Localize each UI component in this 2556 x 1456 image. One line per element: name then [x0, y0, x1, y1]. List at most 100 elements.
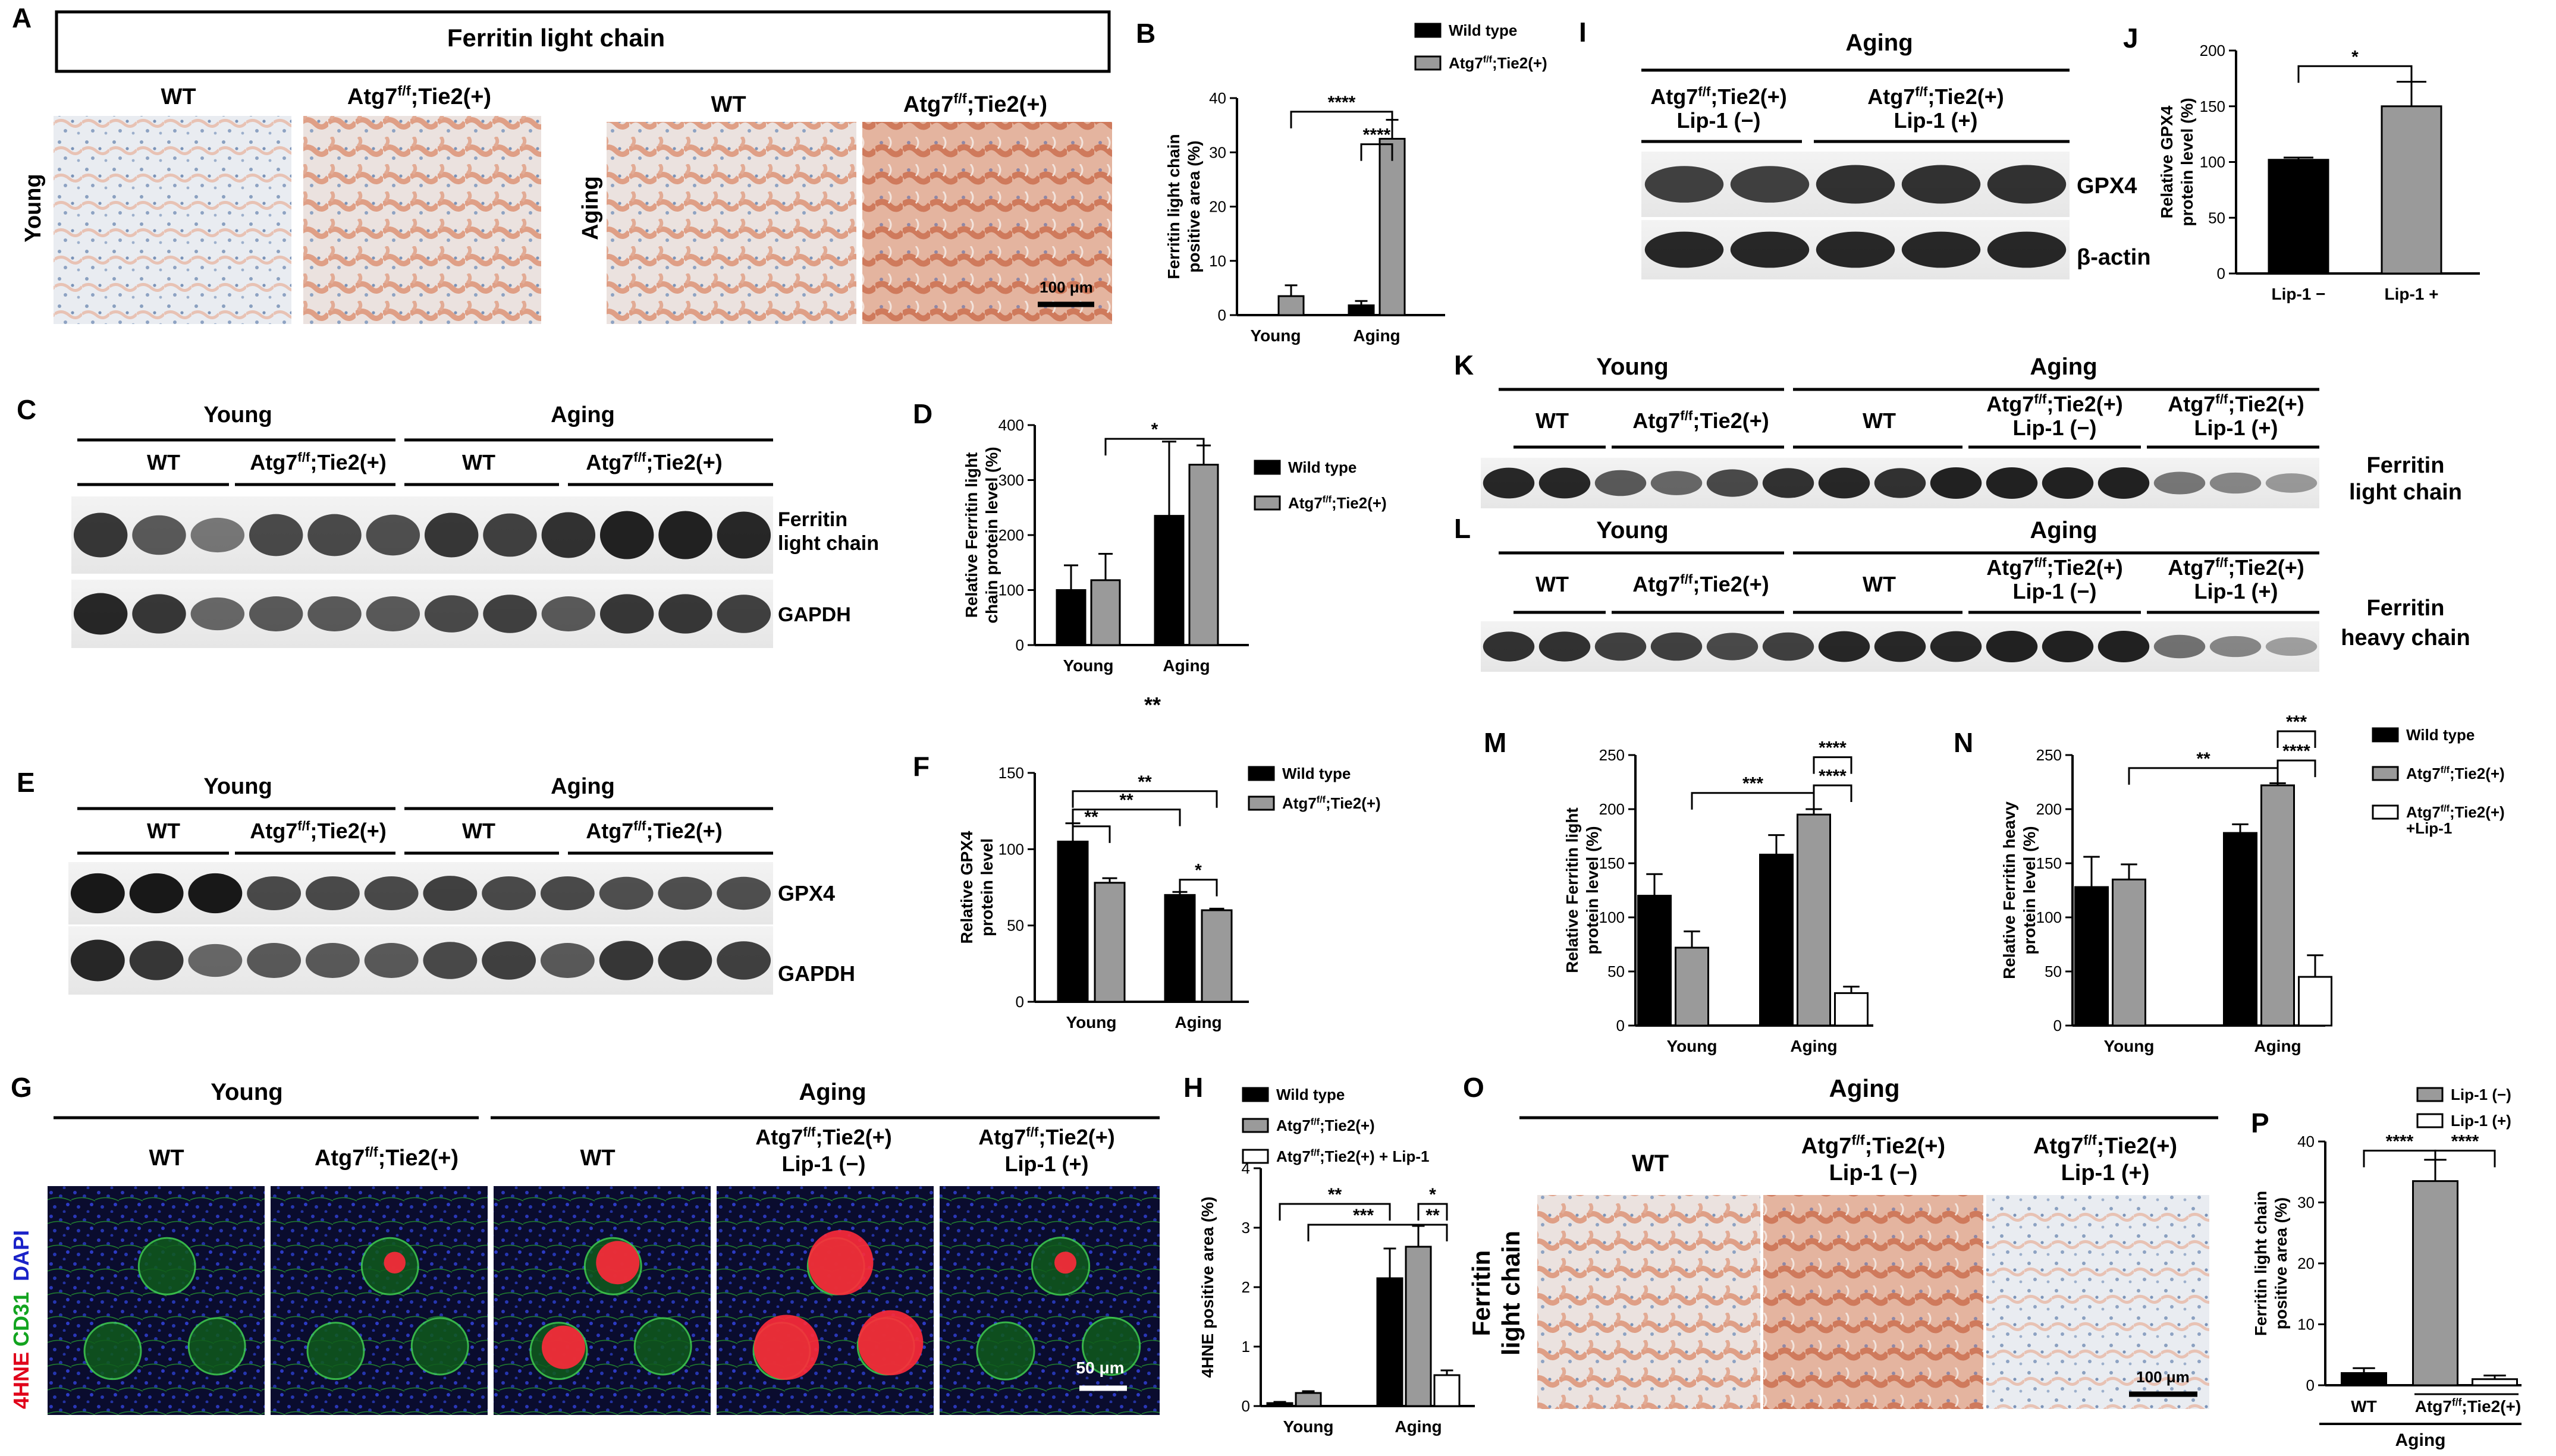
blot-band — [73, 512, 128, 558]
y-axis-label: 4HNE positive area (%) — [1198, 1197, 1217, 1378]
blot-band — [2265, 473, 2318, 493]
col-wt: WT — [1863, 572, 1896, 596]
legend-label: Wild type — [1276, 1086, 1345, 1103]
col-lipm: Lip-1 (−) — [1677, 108, 1761, 133]
significance-label: * — [2351, 47, 2359, 67]
y-tick-label: 10 — [2297, 1316, 2315, 1334]
y-axis-label: protein level (%) — [1583, 826, 1602, 954]
y-axis-label: positive area (%) — [2272, 1197, 2290, 1330]
cd31-glomerulus — [410, 1317, 469, 1376]
blot-band — [599, 511, 654, 559]
x-tick-label: Aging — [1163, 656, 1210, 675]
x-tick-label: Lip-1 − — [2271, 285, 2325, 303]
blot-band — [247, 876, 302, 911]
significance-bracket — [1290, 111, 1393, 128]
blot-band — [247, 943, 302, 978]
ihc-aging-atg — [862, 122, 1112, 324]
significance-label: * — [1429, 1185, 1436, 1205]
micrograph-tissue — [1986, 1195, 2209, 1409]
chart-J: 0 50 100 150 200 Relative GPX4 protein level (… — [2158, 42, 2480, 303]
blot-band — [717, 876, 771, 910]
blot-band — [1644, 231, 1724, 268]
y-tick-label: 150 — [2036, 854, 2062, 872]
ihc-aging-wt — [1537, 1195, 1760, 1409]
blot-band — [188, 944, 243, 977]
col-wt: WT — [462, 819, 495, 843]
blot-band — [2153, 471, 2206, 495]
blot-band — [424, 595, 479, 633]
x-tick-label: Aging — [1395, 1417, 1442, 1436]
panel-letter: D — [913, 398, 932, 429]
blot-band — [423, 876, 478, 911]
significance-label: * — [1151, 420, 1158, 439]
4hne-signal — [753, 1315, 819, 1380]
panel-letter: G — [11, 1072, 32, 1103]
micrograph-tissue — [54, 116, 291, 324]
col-wt: WT — [1536, 572, 1569, 596]
blot-band — [132, 515, 186, 555]
blot-band — [599, 594, 654, 634]
blot-band — [658, 941, 712, 980]
blot-band — [658, 876, 712, 910]
blot-band — [190, 597, 245, 631]
col-wt: WT — [580, 1146, 615, 1171]
x-tick-label: Young — [1066, 1013, 1116, 1032]
bar — [2074, 886, 2109, 1027]
group-aging: Aging — [1845, 30, 1913, 56]
bar — [1759, 853, 1794, 1027]
panel-letter: N — [1954, 727, 1973, 758]
blot-band — [1594, 470, 1647, 496]
y-tick-label: 50 — [2045, 963, 2062, 980]
group-aging: Aging — [2030, 517, 2097, 543]
blot-gapdh — [68, 926, 773, 995]
legend-label: Lip-1 (+) — [2451, 1112, 2511, 1130]
legend-label: Lip-1 (−) — [2451, 1086, 2511, 1103]
panel-letter: H — [1183, 1072, 1203, 1103]
band-label: GAPDH — [778, 961, 855, 986]
legend-swatch — [1254, 460, 1281, 475]
blot-band — [1644, 166, 1724, 203]
group-aging: Aging — [551, 774, 615, 799]
bar — [2341, 1372, 2387, 1386]
x-tick-label: Aging — [1175, 1013, 1222, 1032]
significance-bracket — [1279, 1203, 1391, 1221]
bar — [1201, 909, 1233, 1003]
blot-band — [1818, 631, 1870, 662]
band-label: GAPDH — [778, 603, 851, 626]
significance-label: * — [1195, 861, 1202, 880]
cd31-glomerulus — [633, 1317, 692, 1376]
x-tick-label: Aging — [2254, 1037, 2301, 1055]
col-atg: Atg7f/f;Tie2(+) — [1986, 391, 2122, 416]
significance-label: ** — [1138, 772, 1152, 792]
4hne-signal — [858, 1310, 924, 1376]
x-tick-label: Aging — [1353, 326, 1400, 345]
y-tick-label: 2 — [1242, 1278, 1250, 1296]
y-tick-label: 200 — [2036, 800, 2062, 818]
significance-bracket — [1072, 790, 1218, 808]
col-atg: Atg7f/f;Tie2(+) — [1867, 84, 2004, 109]
panel-letter: E — [17, 767, 35, 798]
col-atg: Atg7f/f;Tie2(+) — [978, 1124, 1114, 1149]
y-tick-label: 40 — [1209, 89, 1226, 107]
chart-N: 0 50 100 150 200 250 Relative Ferritin heavy pr… — [2000, 712, 2332, 1055]
blot-band — [599, 876, 654, 910]
y-axis-label: Relative Ferritin heavy — [2000, 801, 2018, 979]
y-axis-label: Relative GPX4 — [957, 831, 976, 944]
chart-F: 0 50 100 150 Relative GPX4 protein level Young… — [957, 764, 1249, 1032]
ihc-young-atg — [303, 116, 541, 324]
blot-band — [132, 594, 186, 634]
bar — [2268, 159, 2329, 275]
4hne-signal — [384, 1251, 406, 1273]
legend-label: +Lip-1 — [2406, 819, 2452, 837]
significance-label: **** — [2282, 741, 2310, 761]
ferritin-title-box — [55, 10, 1111, 73]
col-wt: WT — [1536, 408, 1569, 433]
micrograph-tissue — [862, 122, 1112, 324]
group-young: Young — [211, 1079, 282, 1105]
blot-band — [1987, 231, 2067, 268]
blot-band — [366, 514, 420, 556]
x-group-label: Aging — [2395, 1430, 2446, 1450]
significance-bracket — [1813, 756, 1852, 774]
significance-label: **** — [1819, 766, 1847, 786]
